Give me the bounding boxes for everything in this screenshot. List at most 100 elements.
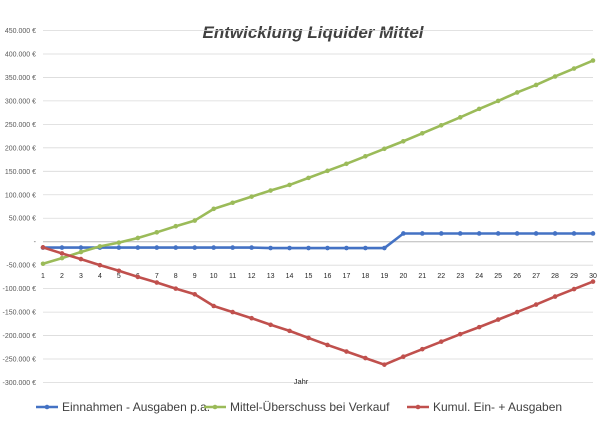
series-line [41, 232, 595, 250]
y-tick-label: 150.000 € [5, 169, 36, 176]
x-tick-label: 23 [456, 273, 464, 280]
series-layer [40, 58, 596, 367]
y-tick-label: 400.000 € [5, 51, 36, 58]
data-point [173, 286, 179, 291]
series-1 [40, 231, 596, 251]
data-point [249, 315, 254, 321]
data-point [116, 240, 122, 245]
x-tick-label: 10 [210, 273, 218, 280]
x-tick-label: 7 [155, 273, 159, 280]
data-point [230, 309, 235, 315]
legend-item: Kumul. Ein- + Ausgaben [407, 400, 562, 414]
data-point [438, 231, 444, 236]
legend-label: Einnahmen - Ausgaben p.a. [62, 400, 210, 414]
data-point [363, 355, 368, 361]
data-point [173, 223, 179, 229]
x-tick-label: 29 [570, 273, 578, 280]
data-point [287, 182, 292, 188]
x-tick-label: 8 [174, 273, 178, 280]
x-axis-ticks: 1234567891011121314151617181920212223242… [41, 273, 597, 280]
legend-marker [415, 404, 421, 410]
x-tick-label: 1 [41, 273, 45, 280]
data-point [325, 245, 330, 251]
y-tick-label: -150.000 € [3, 310, 37, 317]
x-tick-label: 17 [343, 273, 351, 280]
data-point [533, 231, 539, 236]
data-point [97, 262, 103, 268]
legend-marker [212, 404, 218, 410]
legend: Einnahmen - Ausgaben p.a. Mittel-Überschu… [36, 400, 562, 414]
series-line [41, 246, 595, 366]
y-tick-label: 450.000 € [5, 28, 36, 35]
data-point [401, 138, 406, 144]
data-point [211, 245, 216, 250]
data-point [192, 218, 198, 223]
x-tick-label: 2 [60, 273, 64, 280]
x-tick-label: 9 [193, 273, 197, 280]
x-tick-label: 26 [513, 273, 521, 280]
x-tick-label: 27 [532, 273, 540, 280]
data-point [135, 274, 141, 280]
data-point [590, 231, 596, 236]
x-tick-label: 19 [380, 273, 388, 280]
data-point [325, 342, 330, 348]
data-point [363, 245, 368, 251]
y-axis-ticks: 450.000 € 400.000 € 350.000 € 300.000 € 250.… [3, 28, 37, 387]
data-point [78, 249, 84, 255]
x-tick-label: 24 [475, 273, 483, 280]
y-tick-label: 300.000 € [5, 98, 36, 105]
x-tick-label: 20 [399, 273, 407, 280]
data-point [78, 256, 84, 262]
data-point [363, 153, 368, 159]
data-point [495, 98, 501, 104]
data-point [59, 255, 65, 261]
data-point [571, 231, 577, 236]
data-point [249, 245, 254, 250]
y-tick-label: 250.000 € [5, 122, 36, 129]
x-tick-label: 13 [267, 273, 275, 280]
y-tick-label: -50.000 € [6, 263, 36, 270]
x-tick-label: 25 [494, 273, 502, 280]
y-tick-label: -100.000 € [3, 286, 37, 293]
data-point [420, 346, 425, 352]
data-point [59, 251, 65, 256]
data-point [590, 58, 596, 63]
data-point [59, 245, 65, 250]
data-point [211, 206, 216, 212]
x-tick-label: 16 [324, 273, 332, 280]
data-point [154, 245, 160, 250]
data-point [514, 90, 520, 95]
data-point [325, 168, 330, 174]
legend-item: Mittel-Überschuss bei Verkauf [204, 400, 390, 414]
data-point [249, 194, 254, 199]
gridlines [43, 30, 593, 383]
data-point [476, 231, 482, 236]
data-point [173, 245, 179, 250]
data-point [476, 106, 482, 112]
legend-label: Mittel-Überschuss bei Verkauf [230, 400, 390, 414]
data-point [438, 123, 444, 128]
data-point [457, 115, 463, 120]
x-tick-label: 28 [551, 273, 559, 280]
data-point [268, 245, 273, 251]
data-point [495, 317, 501, 322]
x-tick-label: 18 [362, 273, 370, 280]
data-point [382, 146, 387, 152]
data-point [268, 188, 273, 193]
data-point [590, 279, 596, 284]
x-tick-label: 12 [248, 273, 256, 280]
x-tick-label: 21 [418, 273, 426, 280]
legend-marker [44, 404, 50, 410]
y-tick-label: 100.000 € [5, 192, 36, 199]
y-tick-label: - [34, 239, 37, 246]
x-tick-label: 14 [286, 273, 294, 280]
data-point [552, 294, 558, 299]
data-point [268, 322, 273, 328]
x-axis-label: Jahr [294, 377, 309, 386]
x-tick-label: 5 [117, 273, 121, 280]
data-point [344, 245, 349, 251]
data-point [457, 331, 463, 337]
x-tick-label: 22 [437, 273, 445, 280]
data-point [476, 324, 482, 330]
